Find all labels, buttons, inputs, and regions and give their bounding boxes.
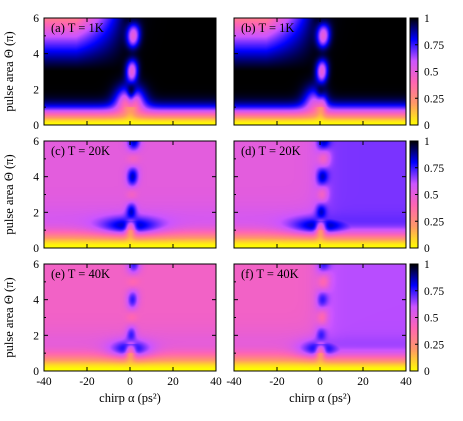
x-tick-label: 0 bbox=[317, 376, 323, 388]
colorbar-tick-label: 1 bbox=[424, 136, 430, 148]
y-axis-label: pulse area Θ (π) bbox=[2, 31, 16, 111]
y-axis-label: pulse area Θ (π) bbox=[2, 154, 16, 234]
panel-e: 0 2 4 6 pulse area Θ (π) -40 -20 0 20 40 chirp α (… bbox=[2, 259, 222, 405]
heatmap-image bbox=[234, 264, 406, 371]
panel-label: (c) T = 20K bbox=[51, 144, 110, 158]
heatmap-image bbox=[44, 264, 216, 371]
panel-label: (e) T = 40K bbox=[51, 267, 110, 281]
colorbar-tick-label: 0.5 bbox=[424, 190, 439, 202]
y-tick-label: 2 bbox=[33, 84, 39, 96]
y-tick-label: 6 bbox=[33, 259, 39, 271]
colorbar-tick-label: 0.25 bbox=[424, 216, 444, 228]
heatmap-image bbox=[44, 141, 216, 248]
panel-d: (d) T = 20K bbox=[233, 140, 407, 249]
colorbar: 0 0.25 0.5 0.75 1 bbox=[409, 259, 444, 378]
x-tick-label: -40 bbox=[36, 376, 52, 388]
y-tick-label: 4 bbox=[33, 172, 39, 184]
heatmap-image bbox=[44, 18, 216, 125]
colorbar-tick-label: 0.25 bbox=[424, 93, 444, 105]
x-tick-label: 40 bbox=[210, 376, 222, 388]
colorbar-gradient bbox=[410, 264, 418, 371]
panel-a: 0 2 4 6 pulse area Θ (π) (a) T = 1K bbox=[2, 13, 217, 132]
colorbar-tick-label: 1 bbox=[424, 13, 430, 25]
y-tick-label: 2 bbox=[33, 207, 39, 219]
y-tick-label: 2 bbox=[33, 330, 39, 342]
panel-label: (b) T = 1K bbox=[241, 21, 294, 35]
y-tick-label: 0 bbox=[33, 366, 39, 378]
x-tick-label: -40 bbox=[226, 376, 242, 388]
colorbar-tick-label: 0.5 bbox=[424, 67, 439, 79]
colorbar-tick-label: 0.25 bbox=[424, 339, 444, 351]
x-axis-label: chirp α (ps²) bbox=[289, 391, 351, 405]
colorbar: 0 0.25 0.5 0.75 1 bbox=[409, 13, 444, 132]
y-tick-label: 4 bbox=[33, 49, 39, 61]
colorbar-tick-label: 0.5 bbox=[424, 313, 439, 325]
colorbar-gradient bbox=[410, 18, 418, 125]
colorbar-tick-label: 0.75 bbox=[424, 40, 444, 52]
y-tick-label: 4 bbox=[33, 295, 39, 307]
x-tick-label: 20 bbox=[357, 376, 369, 388]
y-tick-label: 6 bbox=[33, 13, 39, 25]
panel-f: -40 -20 0 20 40 chirp α (ps²) (f) T = 40K bbox=[226, 263, 412, 405]
y-tick-label: 0 bbox=[33, 120, 39, 132]
heatmap-image bbox=[234, 18, 406, 125]
x-tick-label: -20 bbox=[79, 376, 95, 388]
y-tick-label: 0 bbox=[33, 243, 39, 255]
x-tick-label: 20 bbox=[167, 376, 179, 388]
colorbar-tick-label: 0 bbox=[424, 366, 430, 378]
panel-label: (f) T = 40K bbox=[241, 267, 299, 281]
colorbar-tick-label: 1 bbox=[424, 259, 430, 271]
colorbar-tick-label: 0.75 bbox=[424, 286, 444, 298]
panel-label: (a) T = 1K bbox=[51, 21, 104, 35]
y-tick-label: 6 bbox=[33, 136, 39, 148]
panel-c: 0 2 4 6 pulse area Θ (π) (c) T = 20K bbox=[2, 136, 217, 255]
colorbar-tick-label: 0 bbox=[424, 120, 430, 132]
colorbar-tick-label: 0.75 bbox=[424, 163, 444, 175]
x-tick-label: -20 bbox=[269, 376, 285, 388]
colorbar-gradient bbox=[410, 141, 418, 248]
colorbar: 0 0.25 0.5 0.75 1 bbox=[409, 136, 444, 255]
colorbar-tick-label: 0 bbox=[424, 243, 430, 255]
heatmap-image bbox=[234, 141, 406, 248]
x-axis-label: chirp α (ps²) bbox=[99, 391, 161, 405]
x-tick-label: 40 bbox=[400, 376, 412, 388]
x-tick-label: 0 bbox=[127, 376, 133, 388]
panel-label: (d) T = 20K bbox=[241, 144, 301, 158]
panel-b: (b) T = 1K bbox=[233, 17, 407, 126]
y-axis-label: pulse area Θ (π) bbox=[2, 277, 16, 357]
